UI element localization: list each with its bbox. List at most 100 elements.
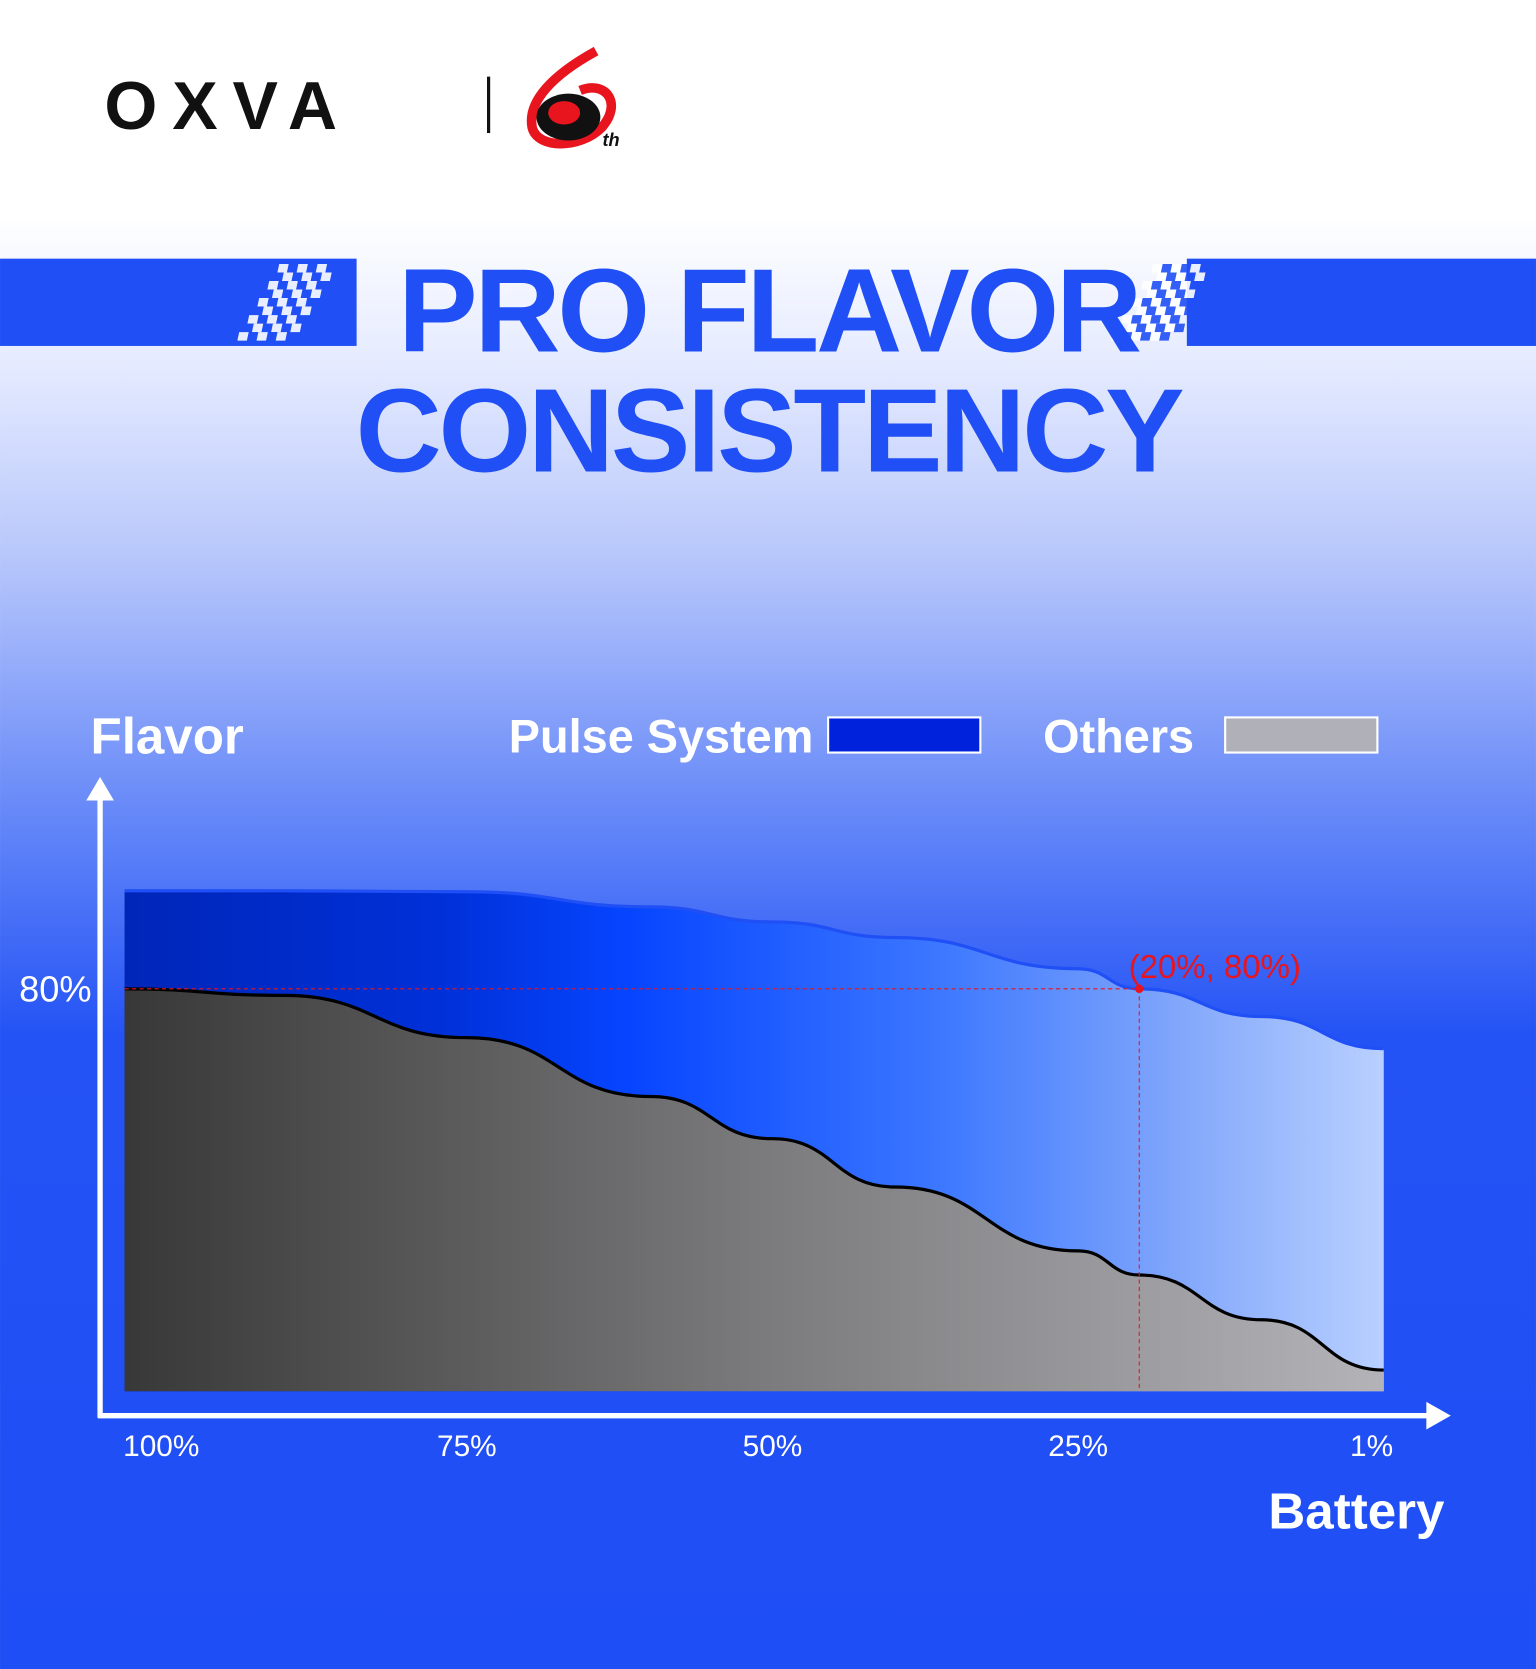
flag-check bbox=[1121, 315, 1133, 324]
flag-check bbox=[305, 281, 318, 290]
flag-check bbox=[256, 315, 269, 324]
flag-check bbox=[276, 298, 288, 307]
flag-check bbox=[1175, 272, 1187, 282]
legend-label: Pulse System bbox=[509, 711, 814, 763]
flag-check bbox=[251, 323, 264, 333]
flag-check bbox=[286, 263, 299, 273]
flag-check bbox=[261, 323, 273, 333]
flag-check bbox=[285, 315, 298, 324]
flag-check bbox=[1160, 281, 1172, 290]
x-tick-label: 100% bbox=[123, 1430, 199, 1463]
flag-check bbox=[1174, 289, 1186, 299]
flag-check bbox=[1154, 323, 1166, 333]
flag-check bbox=[1199, 263, 1211, 273]
flag-check bbox=[276, 315, 288, 324]
checkered-flags bbox=[227, 263, 1216, 341]
flag-check bbox=[315, 263, 328, 273]
anniversary-badge: th bbox=[526, 46, 620, 150]
flag-check bbox=[227, 332, 240, 341]
area-edge bbox=[124, 987, 1384, 1372]
flag-check bbox=[1173, 323, 1186, 333]
flag-check bbox=[1193, 289, 1206, 299]
flag-check bbox=[1160, 263, 1173, 273]
flag-check bbox=[271, 306, 283, 316]
annotation-label: (20%, 80%) bbox=[1129, 948, 1301, 985]
flag-check bbox=[1165, 272, 1177, 282]
flag-check bbox=[1150, 281, 1163, 290]
flag-check bbox=[1160, 298, 1172, 307]
flag-check bbox=[291, 272, 303, 282]
flag-check bbox=[296, 263, 308, 273]
flag-check bbox=[272, 272, 284, 282]
banner-right bbox=[1186, 258, 1536, 346]
flag-check bbox=[1194, 272, 1206, 282]
area bbox=[124, 988, 1384, 1392]
flag-check bbox=[275, 332, 288, 341]
flag-check bbox=[277, 263, 289, 273]
flag-check bbox=[295, 298, 308, 307]
badge-text: th bbox=[602, 130, 619, 150]
flag-check bbox=[310, 272, 323, 282]
flag-check bbox=[1144, 323, 1157, 333]
x-axis-label: Battery bbox=[1268, 1482, 1445, 1539]
flag-check bbox=[1184, 272, 1196, 282]
flag-check bbox=[1135, 323, 1147, 333]
badge-six bbox=[526, 46, 617, 149]
flag-check bbox=[1151, 263, 1163, 273]
flag-check bbox=[1131, 298, 1143, 307]
x-tick-label: 75% bbox=[437, 1430, 497, 1463]
flag-check bbox=[310, 289, 322, 299]
flag-check bbox=[242, 323, 254, 333]
flag-check bbox=[262, 289, 274, 299]
plot: (20%, 80%) 80% 100% 75% 50% 25% 1% Pulse System… bbox=[19, 711, 1451, 1463]
flag-check bbox=[1120, 332, 1133, 341]
flag-check bbox=[1149, 332, 1161, 341]
area-edge bbox=[124, 889, 1384, 1051]
y-tick-label: 80% bbox=[19, 969, 91, 1010]
flag-check bbox=[266, 315, 278, 324]
flag-check bbox=[271, 323, 283, 333]
y-axis-arrow bbox=[86, 777, 114, 801]
flag-check bbox=[1179, 298, 1191, 307]
flag-check bbox=[237, 332, 249, 341]
flag-check bbox=[267, 281, 279, 290]
flag-check bbox=[276, 281, 289, 290]
flag-check bbox=[252, 306, 264, 316]
flag-check bbox=[281, 306, 293, 316]
title-line: PRO FLAVOR bbox=[398, 244, 1140, 377]
flag-check bbox=[1159, 332, 1171, 341]
legend-label: Others bbox=[1043, 711, 1194, 763]
flag-check bbox=[1183, 306, 1196, 316]
flag-check bbox=[1174, 306, 1186, 316]
legend-swatch bbox=[1224, 716, 1379, 754]
flag-check bbox=[281, 272, 294, 282]
flag-check bbox=[300, 306, 312, 316]
flag-check bbox=[1159, 315, 1171, 324]
flag-check bbox=[257, 281, 270, 290]
flag-check bbox=[237, 315, 250, 324]
flag-check bbox=[1130, 332, 1142, 341]
brand-logo: OXVA bbox=[104, 68, 352, 144]
flag-check bbox=[1189, 263, 1201, 273]
flag-check bbox=[1145, 289, 1158, 299]
flag-check bbox=[1149, 315, 1162, 324]
flag-check bbox=[1169, 315, 1181, 324]
flag-check bbox=[1169, 298, 1181, 307]
flag-check bbox=[281, 289, 293, 299]
flag-check bbox=[300, 289, 313, 299]
flag-check bbox=[291, 289, 303, 299]
flag-check bbox=[1180, 263, 1192, 273]
flag-check bbox=[267, 263, 280, 273]
flag-check bbox=[1155, 289, 1167, 299]
flag-check bbox=[1189, 281, 1201, 290]
flag-check bbox=[247, 298, 260, 307]
flag-check bbox=[266, 298, 279, 307]
flag-check bbox=[246, 332, 259, 341]
y-axis-label: Flavor bbox=[91, 708, 244, 765]
flag-check bbox=[1203, 272, 1216, 282]
legend-swatch bbox=[827, 716, 982, 754]
flag-check bbox=[1141, 281, 1153, 290]
flag-check bbox=[296, 281, 308, 290]
flag-check bbox=[290, 306, 303, 316]
x-tick-label: 1% bbox=[1350, 1430, 1393, 1463]
